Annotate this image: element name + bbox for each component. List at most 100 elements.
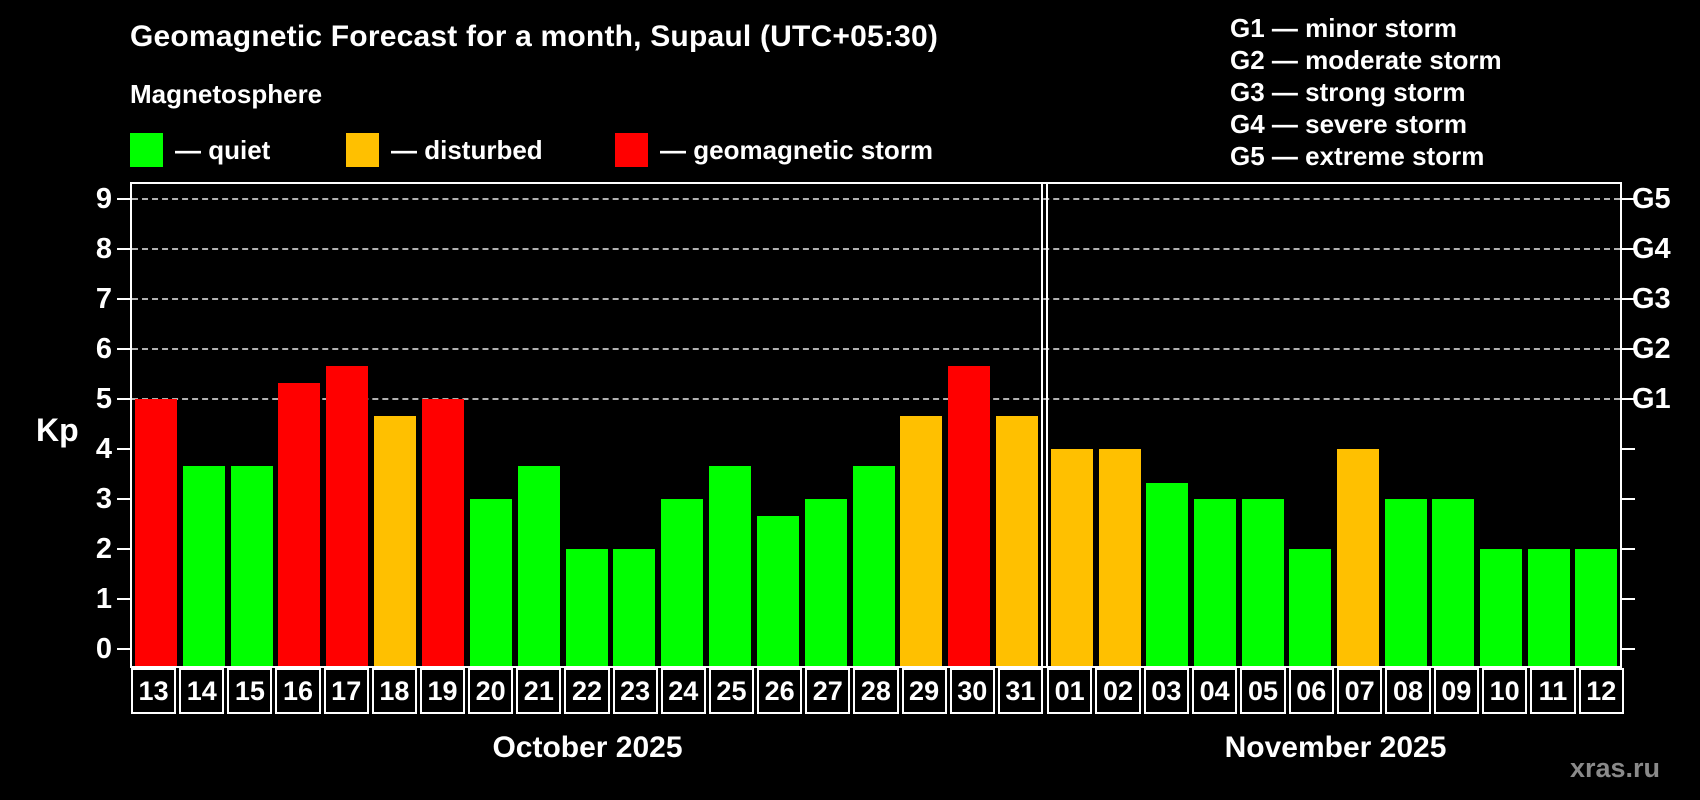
- kp-bar-14-oct: [182, 465, 225, 666]
- date-label-30: 30: [949, 668, 995, 714]
- y-tick-right-7: [1622, 298, 1635, 300]
- date-label-10: 10: [1481, 668, 1528, 714]
- gridline-kp6: [132, 348, 1620, 350]
- kp-bar-20-oct: [469, 499, 512, 666]
- y-tick-label-3: 3: [95, 483, 112, 515]
- y-tick-left-1: [117, 598, 130, 600]
- y-tick-label-8: 8: [95, 233, 112, 265]
- legend-item-disturbed: — disturbed: [346, 132, 543, 168]
- y-tick-left-2: [117, 548, 130, 550]
- kp-bar-03-nov: [1146, 482, 1189, 666]
- month-divider-line: [1041, 184, 1043, 666]
- kp-bar-29-oct: [900, 415, 943, 666]
- date-label-12: 12: [1578, 668, 1624, 714]
- y-tick-left-3: [117, 498, 130, 500]
- storm-color-swatch: [615, 133, 648, 167]
- date-label-04: 04: [1191, 668, 1238, 714]
- kp-bar-16-oct: [278, 382, 321, 666]
- date-label-20: 20: [468, 668, 514, 714]
- kp-bar-22-oct: [565, 549, 608, 666]
- kp-bar-21-oct: [517, 465, 560, 666]
- date-label-22: 22: [564, 668, 610, 714]
- y-tick-right-5: [1622, 398, 1635, 400]
- kp-bar-19-oct: [421, 399, 464, 666]
- date-label-19: 19: [419, 668, 466, 714]
- y-tick-label-1: 1: [95, 583, 112, 615]
- y-axis-title: Kp: [36, 412, 79, 448]
- y-tick-right-6: [1622, 348, 1635, 350]
- date-label-01: 01: [1047, 668, 1093, 714]
- date-label-14: 14: [179, 668, 225, 714]
- y-tick-label-6: 6: [95, 333, 112, 365]
- y-tick-left-4: [117, 448, 130, 450]
- g-legend-line-g2: G2 — moderate storm: [1230, 45, 1502, 75]
- date-label-02: 02: [1095, 668, 1141, 714]
- legend-label-disturbed: — disturbed: [391, 134, 543, 165]
- gridline-kp5: [132, 398, 1620, 400]
- y-tick-label-4: 4: [95, 433, 112, 465]
- g-scale-legend: G1 — minor storm G2 — moderate storm G3 …: [1230, 12, 1502, 172]
- kp-bar-17-oct: [326, 365, 369, 666]
- kp-bar-30-oct: [948, 365, 991, 666]
- y-tick-right-3: [1622, 498, 1635, 500]
- y-tick-right-0: [1622, 648, 1635, 650]
- date-label-29: 29: [901, 668, 947, 714]
- date-label-09: 09: [1433, 668, 1479, 714]
- kp-bar-12-nov: [1575, 549, 1618, 666]
- date-label-05: 05: [1240, 668, 1286, 714]
- y-tick-left-6: [117, 348, 130, 350]
- kp-bar-13-oct: [134, 399, 177, 666]
- g-level-label-g2: G2: [1632, 333, 1671, 365]
- kp-bar-27-oct: [804, 499, 847, 666]
- plot-area: 0 1 2 3 4 5 6 7 8 9 G1 G2 G3 G4 G5: [96, 182, 1671, 668]
- bars-panel-november: [1048, 184, 1620, 666]
- y-tick-left-9: [117, 198, 130, 200]
- magnetosphere-label: Magnetosphere: [130, 79, 323, 109]
- kp-bar-23-oct: [613, 549, 656, 666]
- date-label-17: 17: [323, 668, 369, 714]
- month-divider-line: [1046, 184, 1048, 666]
- g-level-label-g1: G1: [1632, 383, 1671, 415]
- y-tick-right-1: [1622, 598, 1635, 600]
- kp-bar-02-nov: [1098, 449, 1141, 666]
- disturbed-color-swatch: [346, 133, 379, 167]
- date-label-03: 03: [1143, 668, 1189, 714]
- y-tick-right-8: [1622, 248, 1635, 250]
- kp-bar-25-oct: [709, 465, 752, 666]
- gridline-kp8: [132, 248, 1620, 250]
- y-tick-left-5: [117, 398, 130, 400]
- kp-bar-01-nov: [1050, 449, 1093, 666]
- date-label-13: 13: [131, 668, 177, 714]
- date-label-28: 28: [853, 668, 899, 714]
- gridline-kp9: [132, 198, 1620, 200]
- date-label-18: 18: [371, 668, 417, 714]
- g-legend-line-g5: G5 — extreme storm: [1230, 141, 1485, 171]
- date-label-11: 11: [1530, 668, 1576, 714]
- legend-label-quiet: — quiet: [175, 134, 271, 165]
- y-tick-right-4: [1622, 448, 1635, 450]
- g-level-label-g5: G5: [1632, 183, 1671, 216]
- date-label-23: 23: [612, 668, 658, 714]
- y-tick-label-0: 0: [95, 633, 112, 665]
- kp-bar-09-nov: [1432, 499, 1475, 666]
- kp-bar-05-nov: [1241, 499, 1284, 666]
- date-label-07: 07: [1336, 668, 1383, 714]
- y-tick-left-8: [117, 248, 130, 250]
- kp-bar-24-oct: [661, 499, 704, 666]
- watermark: xras.ru: [1569, 753, 1660, 783]
- kp-bar-31-oct: [996, 415, 1039, 666]
- x-axis-dates-october: 13 14 15 16 17 18 19 20 21 22 23 24 25 26 27 28 29 30 31: [131, 668, 1043, 714]
- g-legend-line-g4: G4 — severe storm: [1230, 109, 1468, 139]
- y-tick-left-7: [117, 298, 130, 300]
- date-label-25: 25: [708, 668, 755, 714]
- date-label-31: 31: [997, 668, 1043, 714]
- date-label-27: 27: [805, 668, 851, 714]
- y-tick-right-9: [1622, 198, 1635, 200]
- date-label-06: 06: [1288, 668, 1334, 714]
- date-label-08: 08: [1385, 668, 1431, 714]
- g-level-label-g3: G3: [1632, 283, 1671, 315]
- kp-bar-07-nov: [1336, 449, 1379, 666]
- date-label-15: 15: [227, 668, 273, 714]
- date-label-24: 24: [660, 668, 706, 714]
- y-tick-right-2: [1622, 548, 1635, 550]
